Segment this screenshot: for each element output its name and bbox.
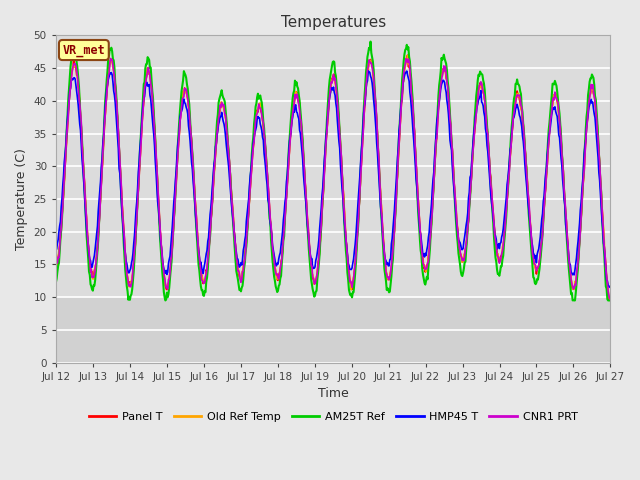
X-axis label: Time: Time [318, 387, 349, 400]
Title: Temperatures: Temperatures [280, 15, 386, 30]
Y-axis label: Temperature (C): Temperature (C) [15, 148, 28, 250]
Text: VR_met: VR_met [63, 44, 105, 57]
Legend: Panel T, Old Ref Temp, AM25T Ref, HMP45 T, CNR1 PRT: Panel T, Old Ref Temp, AM25T Ref, HMP45 … [84, 408, 582, 426]
Bar [56, 297, 611, 362]
